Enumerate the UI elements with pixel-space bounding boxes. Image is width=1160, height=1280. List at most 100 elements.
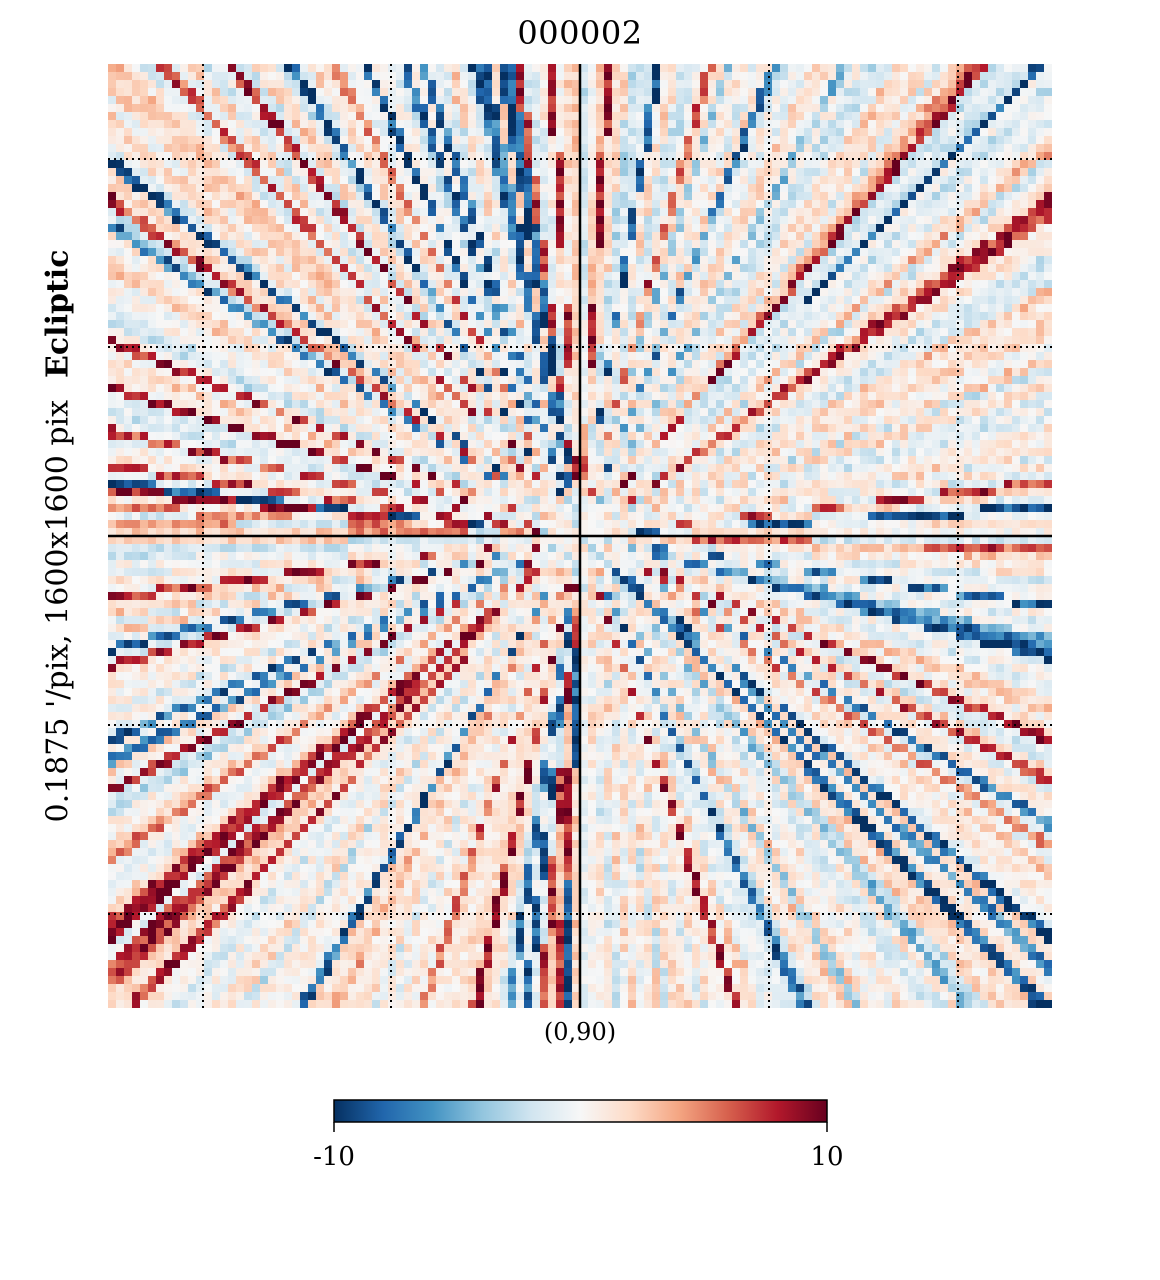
map-pixel bbox=[252, 856, 261, 865]
map-pixel bbox=[276, 296, 285, 305]
map-pixel bbox=[148, 312, 157, 321]
map-pixel bbox=[212, 784, 221, 793]
map-pixel bbox=[292, 304, 301, 313]
map-pixel bbox=[236, 504, 245, 513]
map-pixel bbox=[148, 400, 157, 409]
map-pixel bbox=[372, 992, 381, 1001]
map-pixel bbox=[428, 880, 437, 889]
map-pixel bbox=[412, 248, 421, 257]
map-pixel bbox=[180, 768, 189, 777]
map-pixel bbox=[204, 968, 213, 977]
map-pixel bbox=[268, 656, 277, 665]
map-pixel bbox=[276, 96, 285, 105]
map-pixel bbox=[284, 584, 293, 593]
map-pixel bbox=[196, 872, 205, 881]
map-pixel bbox=[404, 856, 413, 865]
map-pixel bbox=[276, 688, 285, 697]
map-pixel bbox=[164, 752, 173, 761]
map-pixel bbox=[308, 184, 317, 193]
map-pixel bbox=[260, 160, 269, 169]
map-pixel bbox=[196, 984, 205, 993]
map-pixel bbox=[412, 592, 421, 601]
map-pixel bbox=[116, 872, 125, 881]
map-pixel bbox=[156, 80, 165, 89]
map-pixel bbox=[324, 936, 333, 945]
map-pixel bbox=[396, 856, 405, 865]
map-pixel bbox=[172, 752, 181, 761]
map-pixel bbox=[364, 560, 373, 569]
map-pixel bbox=[180, 264, 189, 273]
map-pixel bbox=[236, 368, 245, 377]
map-pixel bbox=[436, 720, 445, 729]
map-pixel bbox=[140, 320, 149, 329]
map-pixel bbox=[404, 576, 413, 585]
map-pixel bbox=[252, 400, 261, 409]
map-pixel bbox=[172, 680, 181, 689]
map-pixel bbox=[196, 448, 205, 457]
map-pixel bbox=[380, 832, 389, 841]
map-pixel bbox=[364, 72, 373, 81]
map-pixel bbox=[332, 776, 341, 785]
map-pixel bbox=[332, 296, 341, 305]
map-pixel bbox=[252, 248, 261, 257]
map-pixel bbox=[420, 400, 429, 409]
map-pixel bbox=[244, 840, 253, 849]
map-pixel bbox=[172, 368, 181, 377]
map-pixel bbox=[420, 840, 429, 849]
map-pixel bbox=[268, 880, 277, 889]
map-pixel bbox=[308, 456, 317, 465]
map-pixel bbox=[204, 848, 213, 857]
map-pixel bbox=[124, 824, 133, 833]
map-pixel bbox=[324, 248, 333, 257]
map-pixel bbox=[316, 512, 325, 521]
map-pixel bbox=[292, 992, 301, 1001]
map-pixel bbox=[420, 768, 429, 777]
map-pixel bbox=[396, 304, 405, 313]
map-pixel bbox=[196, 336, 205, 345]
map-pixel bbox=[260, 344, 269, 353]
map-pixel bbox=[124, 672, 133, 681]
map-pixel bbox=[228, 504, 237, 513]
map-pixel bbox=[388, 920, 397, 929]
map-pixel bbox=[428, 312, 437, 321]
map-pixel bbox=[124, 768, 133, 777]
map-pixel bbox=[316, 488, 325, 497]
map-pixel bbox=[244, 976, 253, 985]
map-pixel bbox=[180, 720, 189, 729]
map-pixel bbox=[172, 928, 181, 937]
map-pixel bbox=[412, 624, 421, 633]
map-pixel bbox=[164, 184, 173, 193]
map-pixel bbox=[428, 616, 437, 625]
map-pixel bbox=[412, 632, 421, 641]
map-pixel bbox=[252, 864, 261, 873]
map-pixel bbox=[212, 944, 221, 953]
map-pixel bbox=[300, 992, 309, 1001]
map-pixel bbox=[396, 64, 405, 73]
map-pixel bbox=[172, 432, 181, 441]
map-pixel bbox=[212, 984, 221, 993]
map-pixel bbox=[356, 712, 365, 721]
map-pixel bbox=[156, 208, 165, 217]
map-pixel bbox=[132, 120, 141, 129]
map-pixel bbox=[404, 456, 413, 465]
map-pixel bbox=[316, 832, 325, 841]
map-pixel bbox=[180, 64, 189, 73]
map-pixel bbox=[252, 144, 261, 153]
map-pixel bbox=[308, 152, 317, 161]
map-pixel bbox=[324, 848, 333, 857]
map-pixel bbox=[268, 528, 277, 537]
map-pixel bbox=[372, 728, 381, 737]
map-pixel bbox=[324, 560, 333, 569]
map-pixel bbox=[380, 344, 389, 353]
map-pixel bbox=[324, 256, 333, 265]
map-pixel bbox=[140, 176, 149, 185]
map-pixel bbox=[212, 232, 221, 241]
map-pixel bbox=[148, 200, 157, 209]
map-pixel bbox=[228, 952, 237, 961]
map-pixel bbox=[124, 848, 133, 857]
map-pixel bbox=[300, 304, 309, 313]
map-pixel bbox=[340, 992, 349, 1001]
map-pixel bbox=[348, 608, 357, 617]
map-pixel bbox=[332, 800, 341, 809]
map-pixel bbox=[108, 944, 117, 953]
